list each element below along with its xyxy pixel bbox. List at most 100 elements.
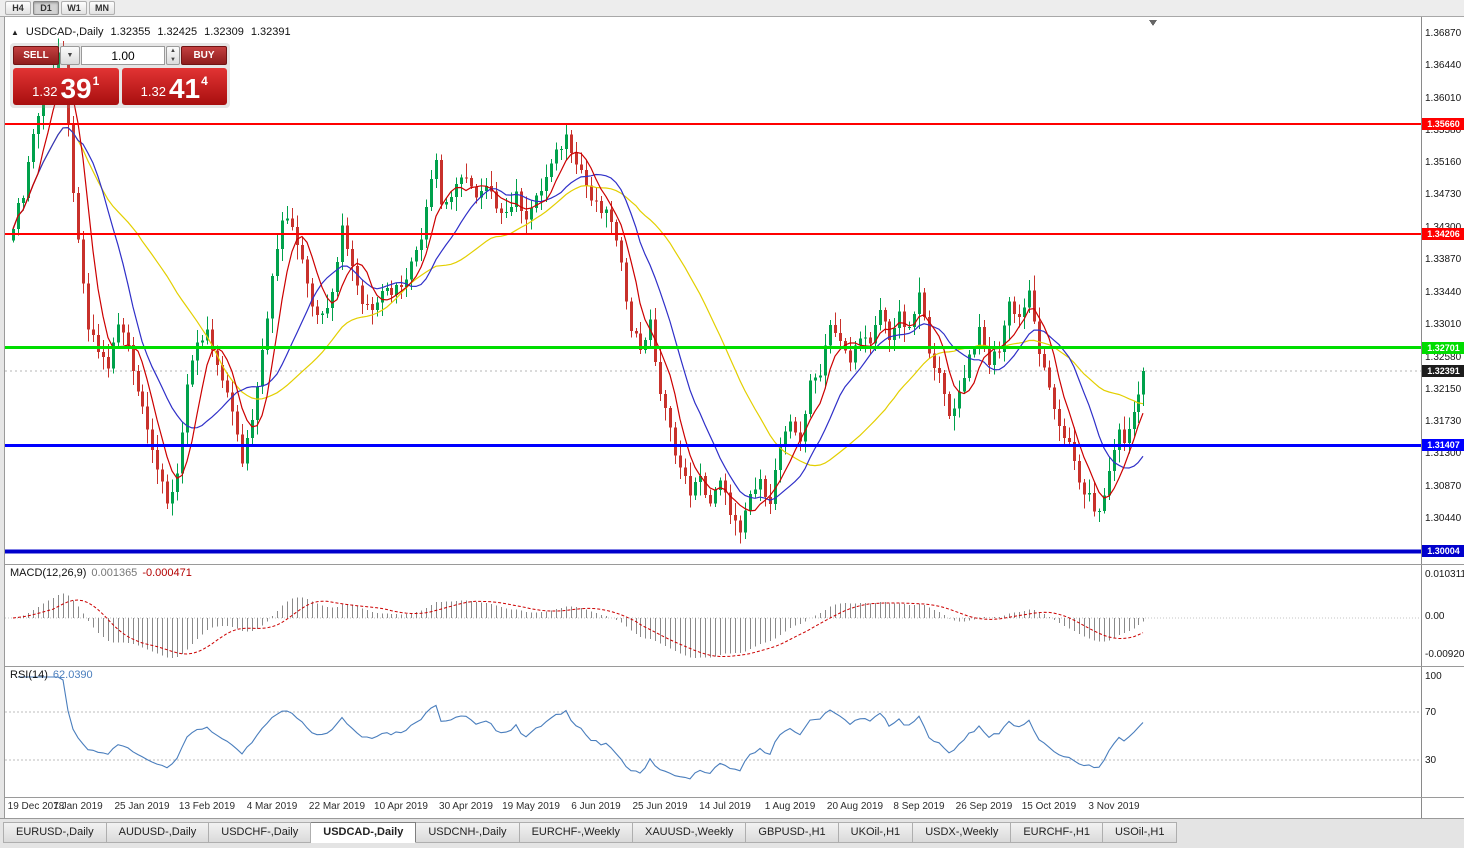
timeframe-button-h4[interactable]: H4 [5, 1, 31, 15]
price-scale-label: 1.35160 [1425, 156, 1462, 168]
timeframe-button-w1[interactable]: W1 [61, 1, 87, 15]
chart-tab-eurchf-h1[interactable]: EURCHF-,H1 [1011, 822, 1103, 843]
chart-tab-ukoil-h1[interactable]: UKOil-,H1 [838, 822, 914, 843]
price-scale-label: 1.32580 [1425, 351, 1462, 363]
price-scale-label: 1.36870 [1425, 27, 1462, 39]
symbol-marker-icon: ▲ [11, 27, 19, 37]
rsi-scale-label: 30 [1425, 755, 1437, 766]
chart-tab-xauusd-weekly[interactable]: XAUUSD-,Weekly [632, 822, 747, 843]
buy-button[interactable]: BUY [181, 46, 227, 65]
ohlc-high: 1.32425 [157, 26, 198, 38]
price-scale-label: 1.30870 [1425, 480, 1462, 492]
time-scale[interactable]: 19 Dec 2018 7 Jan 2019 25 Jan 2019 13 Feb 2… [5, 801, 1422, 817]
sell-price-pip-digit: 1 [92, 74, 100, 88]
chart-tab-usoil-h1[interactable]: USOil-,H1 [1102, 822, 1178, 843]
spinner-up-icon[interactable]: ▲ [170, 48, 176, 54]
level-price-tag: 1.32701 [1422, 341, 1464, 354]
sell-price-big-digits: 39 [60, 73, 92, 105]
one-click-trading-panel: SELL ▼ ▲ ▼ BUY 1.32 39 1 1.32 [10, 43, 230, 108]
price-scale-label: 1.30440 [1425, 513, 1462, 525]
macd-scale-label: -0.009203 [1425, 649, 1464, 660]
date-tick-label: 4 Mar 2019 [246, 801, 298, 812]
main-price-pane [5, 20, 1422, 554]
date-tick-label: 25 Jan 2019 [114, 801, 170, 812]
date-tick-label: 3 Nov 2019 [1088, 801, 1140, 812]
chart-tab-usdcnh-daily[interactable]: USDCNH-,Daily [416, 822, 520, 843]
buy-price-big-digits: 41 [168, 73, 201, 105]
chart-tab-usdx-weekly[interactable]: USDX-,Weekly [913, 822, 1012, 843]
bid-price-tag: 1.32391 [1422, 364, 1464, 377]
date-tick-label: 14 Jul 2019 [699, 801, 751, 812]
timeframe-button-d1[interactable]: D1 [33, 1, 59, 15]
macd-pane [5, 593, 1422, 659]
rsi-pane [5, 676, 1422, 780]
price-scale-label: 1.36010 [1425, 92, 1462, 104]
rsi-scale-label: 70 [1425, 707, 1437, 718]
price-scale-label: 1.31730 [1425, 415, 1462, 427]
date-tick-label: 26 Sep 2019 [955, 801, 1013, 812]
date-tick-label: 19 May 2019 [502, 801, 560, 812]
chart-ohlc-header: ▲ USDCAD-,Daily 1.32355 1.32425 1.32309 … [11, 26, 291, 38]
price-scale-label: 1.34300 [1425, 222, 1461, 233]
date-tick-label: 25 Jun 2019 [632, 801, 688, 812]
chart-canvas[interactable] [5, 17, 1422, 818]
level-price-tag: 1.34206 [1422, 227, 1464, 240]
candlesticks [12, 38, 1145, 544]
macd-panel-separator[interactable] [4, 564, 1464, 565]
sell-price-prefix: 1.32 [32, 84, 58, 99]
ohlc-close: 1.32391 [250, 26, 291, 38]
rsi-panel-separator[interactable] [4, 666, 1464, 667]
price-scale-label: 1.33870 [1425, 254, 1462, 266]
ohlc-low: 1.32309 [204, 26, 244, 38]
price-scale-label: 1.36440 [1425, 60, 1462, 72]
chart-tab-eurchf-weekly[interactable]: EURCHF-,Weekly [519, 822, 633, 843]
chart-tab-eurusd-daily[interactable]: EURUSD-,Daily [3, 822, 107, 843]
date-tick-label: 8 Sep 2019 [893, 801, 945, 812]
buy-price-prefix: 1.32 [140, 84, 166, 99]
price-scale-label: 1.31300 [1425, 448, 1462, 460]
macd-scale-label: 0.00 [1425, 611, 1445, 622]
rsi-line [18, 676, 1144, 780]
chart-tab-usdchf-daily[interactable]: USDCHF-,Daily [209, 822, 312, 843]
date-tick-label: 20 Aug 2019 [826, 801, 884, 812]
slow-ma [12, 126, 1144, 467]
date-tick-label: 15 Oct 2019 [1021, 801, 1077, 812]
chart-tab-gbpusd-h1[interactable]: GBPUSD-,H1 [746, 822, 839, 843]
chart-tab-audusd-daily[interactable]: AUDUSD-,Daily [106, 822, 210, 843]
rsi-label: RSI(14) 62.0390 [10, 669, 93, 681]
price-scale-label: 1.34730 [1425, 189, 1462, 201]
volume-input[interactable] [81, 46, 165, 65]
buy-price-display[interactable]: 1.32 41 4 [121, 68, 227, 105]
chevron-down-icon: ▼ [66, 52, 74, 59]
chart-tab-usdcad-daily[interactable]: USDCAD-,Daily [311, 822, 417, 843]
symbol-label: USDCAD-,Daily [25, 26, 104, 38]
price-scale-label: 1.33010 [1425, 319, 1462, 331]
macd-label: MACD(12,26,9) 0.001365 -0.000471 [10, 567, 192, 579]
timeframe-toolbar: H4 D1 W1 MN [0, 0, 1464, 17]
timeframe-button-mn[interactable]: MN [89, 1, 115, 15]
sell-button[interactable]: SELL [13, 46, 59, 65]
volume-spinner[interactable]: ▲ ▼ [166, 46, 180, 65]
macd-scale-label: 0.010311 [1425, 569, 1464, 580]
date-tick-label: 1 Aug 2019 [764, 801, 816, 812]
chart-tab-bar: EURUSD-,Daily AUDUSD-,Daily USDCHF-,Daily U… [0, 818, 1464, 848]
ohlc-open: 1.32355 [110, 26, 151, 38]
spinner-down-icon[interactable]: ▼ [170, 56, 176, 63]
date-tick-label: 22 Mar 2019 [308, 801, 366, 812]
time-axis-separator [4, 797, 1464, 798]
date-tick-label: 13 Feb 2019 [178, 801, 236, 812]
chart-window: ▲ USDCAD-,Daily 1.32355 1.32425 1.32309 … [4, 17, 1422, 818]
date-tick-label: 7 Jan 2019 [53, 801, 103, 812]
price-scale-label: 1.35580 [1425, 125, 1462, 137]
rsi-scale-label: 100 [1425, 671, 1442, 682]
date-tick-label: 6 Jun 2019 [571, 801, 621, 812]
level-price-tag: 1.31407 [1422, 439, 1464, 452]
level-price-tag: 1.35660 [1422, 117, 1464, 130]
price-scale-label: 1.32150 [1425, 384, 1462, 396]
sell-price-display[interactable]: 1.32 39 1 [13, 68, 119, 105]
chart-shift-marker-icon [1149, 20, 1157, 26]
price-scale[interactable]: 1.36870 1.36440 1.36010 1.35580 1.35160 1.347… [1421, 17, 1464, 818]
volume-dropdown-button[interactable]: ▼ [60, 46, 80, 65]
date-tick-label: 19 Dec 2018 [7, 801, 65, 812]
